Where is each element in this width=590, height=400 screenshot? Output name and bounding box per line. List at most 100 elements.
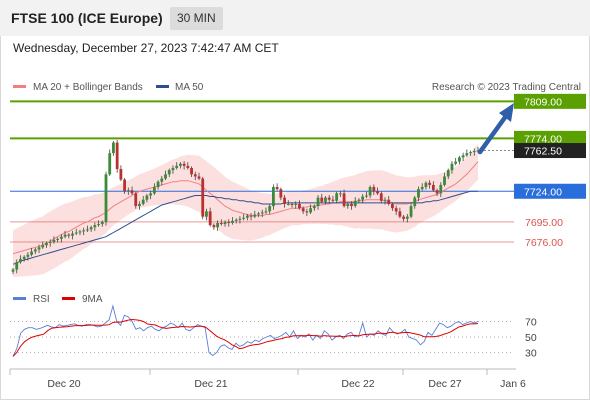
candle [82,227,86,236]
bollinger-band-area [13,143,478,277]
candle [182,161,186,170]
candle [331,196,335,203]
x-tick-dec-27: Dec 27 [428,378,461,390]
candle [409,202,413,219]
forecast-arrow [477,103,514,155]
candle [11,267,15,275]
price-level-box-0 [514,93,586,109]
candle [175,162,179,170]
candle [320,193,324,204]
candle [398,207,402,219]
candle [123,178,126,194]
x-tick-dec-21: Dec 21 [194,378,227,390]
bollinger-band-fill [13,143,478,277]
candle [19,255,22,264]
rsi-legend-swatch [13,297,26,300]
candle [138,201,141,210]
candle [37,244,41,254]
candle [294,201,298,209]
candle [283,194,286,208]
candle [93,222,97,231]
candle [179,162,182,169]
price-level-box-1 [514,130,586,146]
candle [231,217,234,225]
candle [338,190,342,198]
candle [279,187,283,201]
candle [290,202,294,208]
candle [223,220,227,227]
instrument-title: FTSE 100 (ICE Europe) [11,10,163,26]
ma20-line [12,161,479,255]
candle [272,184,275,210]
ma20-legend-swatch [13,85,26,88]
candle [89,225,93,232]
candle [197,172,201,181]
price-levels [10,100,514,243]
copyright-text: Research © 2023 Trading Central [432,82,581,93]
candle [372,184,376,195]
candle [472,148,476,156]
time-axis: Dec 20 Dec 21 Dec 22 Dec 27 Jan 6 [9,368,526,390]
candle [353,197,357,208]
candle [74,228,78,236]
candle [387,196,391,206]
candle [443,172,446,187]
rsi-tick-30: 30 [525,348,537,360]
candle [227,219,231,227]
candle [78,229,82,236]
candle [216,220,219,231]
candle [413,196,417,209]
candle [458,155,461,165]
ma20-legend-label: MA 20 + Bollinger Bands [33,82,143,93]
candle [420,183,424,191]
price-level-label-3: 7724.00 [524,186,562,198]
candle [104,171,108,226]
candle [461,152,465,162]
candle [208,207,212,227]
moving-averages [12,161,479,265]
candle [130,186,134,195]
candle [156,180,160,190]
candle [152,183,156,195]
candle [335,191,339,204]
candle [383,197,387,205]
rsi-ma9-line [12,318,479,357]
candle [305,208,309,217]
rsi-legend-label: RSI [33,294,50,305]
candle [141,196,145,206]
candle [164,170,167,181]
price-level-box-2 [514,143,586,159]
candle [309,204,312,215]
candle [417,186,420,202]
candle [190,166,193,177]
candle [435,188,439,197]
price-level-label-5: 7676.00 [525,237,563,249]
rsi-line [12,304,479,357]
rsi-panel: 70 50 30 [10,304,537,360]
candle [48,239,52,247]
candle [134,191,138,209]
candle [368,185,372,199]
candle [71,230,74,240]
candle [119,165,123,182]
candle [245,214,249,221]
candle [41,241,45,249]
candle [205,208,208,221]
candle [112,141,115,156]
candle [186,162,190,170]
timeframe-button[interactable]: 30 MIN [170,7,223,30]
candle [357,198,361,204]
candle [450,161,454,174]
candle [431,181,435,192]
candle [219,219,223,226]
candle [56,237,60,243]
candle [234,218,238,224]
candle [97,220,100,227]
candle [391,202,394,211]
candle [26,252,30,261]
candle [238,216,242,224]
candle [33,247,37,255]
candle [465,149,469,157]
